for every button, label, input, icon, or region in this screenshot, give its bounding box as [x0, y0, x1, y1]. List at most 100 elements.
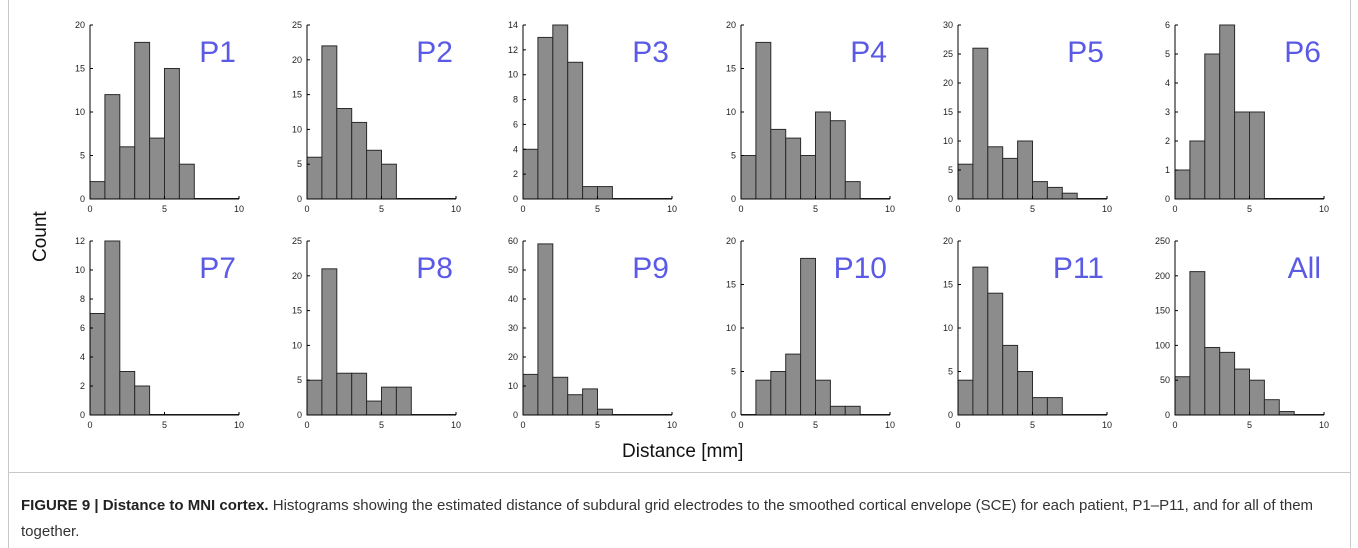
y-tick-label: 2: [1165, 136, 1170, 146]
y-tick-label: 20: [292, 271, 302, 281]
panel-label: All: [1288, 252, 1321, 285]
y-tick-label: 20: [943, 78, 953, 88]
histogram-bar: [1017, 371, 1033, 416]
y-tick-label: 30: [508, 323, 518, 333]
y-tick-label: 4: [80, 352, 85, 362]
y-tick-label: 5: [731, 151, 736, 161]
y-tick-label: 40: [508, 294, 518, 304]
y-tick-label: 30: [943, 20, 953, 30]
caption-title: FIGURE 9 | Distance to MNI cortex.: [21, 497, 269, 514]
histogram-bar: [104, 94, 121, 200]
histogram-bar: [164, 68, 180, 200]
histogram-bar: [957, 379, 974, 416]
x-tick-label: 0: [1172, 204, 1177, 214]
histogram-bar: [552, 376, 569, 416]
histogram-bar: [336, 372, 353, 416]
y-tick-label: 0: [1165, 194, 1170, 204]
histogram-bar: [582, 388, 598, 416]
y-tick-label: 50: [1160, 375, 1170, 385]
y-tick-label: 6: [80, 323, 85, 333]
histogram-bar: [957, 163, 974, 200]
y-tick-label: 20: [943, 236, 953, 246]
panel-label: P3: [632, 36, 669, 69]
histogram-bar: [336, 108, 353, 200]
histogram-bar: [134, 385, 151, 416]
y-tick-label: 12: [75, 236, 85, 246]
y-tick-label: 25: [943, 49, 953, 59]
panel-label: P8: [416, 252, 453, 285]
histogram-bar: [1174, 376, 1191, 416]
panel-label: P1: [199, 36, 236, 69]
y-tick-label: 20: [292, 55, 302, 65]
x-tick-label: 10: [1319, 204, 1329, 214]
histogram-bar: [800, 257, 816, 416]
histogram-bar: [537, 36, 554, 200]
histogram-bar: [1234, 111, 1250, 200]
histogram-bar: [89, 313, 106, 416]
x-tick-label: 0: [1172, 420, 1177, 430]
x-tick-label: 0: [304, 204, 309, 214]
histogram-panel-all: 0 50 100 150 200 250 0 5 10 All: [1155, 236, 1329, 430]
histogram-bar: [1002, 344, 1019, 416]
histogram-bar: [1219, 24, 1236, 200]
y-tick-label: 10: [943, 136, 953, 146]
y-tick-label: 150: [1155, 306, 1170, 316]
histogram-bar: [149, 137, 166, 200]
y-tick-label: 0: [513, 194, 518, 204]
y-tick-label: 0: [948, 194, 953, 204]
histogram-bar: [785, 353, 802, 416]
histogram-bar: [552, 24, 569, 200]
y-tick-label: 0: [513, 410, 518, 420]
y-tick-label: 6: [513, 119, 518, 129]
histogram-bar: [770, 371, 787, 416]
y-tick-label: 25: [292, 236, 302, 246]
histogram-bar: [321, 45, 338, 200]
histogram-bar: [815, 111, 831, 200]
y-tick-label: 4: [1165, 78, 1170, 88]
histogram-bar: [321, 268, 338, 416]
histogram-bar: [351, 372, 368, 416]
x-tick-label: 5: [595, 204, 600, 214]
y-tick-label: 10: [75, 107, 85, 117]
histogram-bar: [800, 155, 816, 200]
y-axis-label: Count: [30, 211, 51, 262]
histogram-bar: [785, 137, 802, 200]
histogram-bar: [104, 240, 121, 416]
x-tick-label: 10: [885, 420, 895, 430]
y-tick-label: 20: [75, 20, 85, 30]
histogram-panel-p3: 0 2 4 6 8 10 12 14 0 5 10 P3: [508, 20, 677, 214]
histogram-bar: [381, 386, 397, 416]
histogram-bar: [1204, 53, 1221, 200]
caption-text: Histograms showing the estimated distanc…: [21, 497, 1314, 540]
y-tick-label: 20: [508, 352, 518, 362]
x-tick-label: 0: [304, 420, 309, 430]
x-tick-label: 0: [520, 204, 525, 214]
histogram-bar: [844, 181, 861, 200]
y-tick-label: 10: [508, 381, 518, 391]
histogram-bar: [740, 155, 757, 200]
y-tick-label: 5: [297, 375, 302, 385]
histogram-bar: [351, 121, 368, 200]
histogram-bar: [119, 371, 136, 416]
y-tick-label: 8: [513, 95, 518, 105]
histogram-bar: [1204, 346, 1221, 416]
y-tick-label: 0: [731, 410, 736, 420]
y-tick-label: 4: [513, 144, 518, 154]
panel-label: P10: [834, 252, 887, 285]
histogram-bar: [567, 61, 584, 200]
histogram-bar: [972, 266, 989, 416]
panel-label: P2: [416, 36, 453, 69]
x-tick-label: 10: [234, 420, 244, 430]
x-tick-label: 0: [520, 420, 525, 430]
histogram-bar: [815, 379, 831, 416]
histogram-panel-p9: 0 10 20 30 40 50 60 0 5 10 P9: [508, 236, 677, 430]
caption-box: [8, 472, 1351, 548]
y-tick-label: 0: [80, 194, 85, 204]
x-tick-label: 10: [1102, 420, 1112, 430]
y-tick-label: 14: [508, 20, 518, 30]
y-tick-label: 60: [508, 236, 518, 246]
y-tick-label: 15: [292, 90, 302, 100]
histogram-bar: [597, 408, 613, 416]
y-tick-label: 0: [297, 194, 302, 204]
